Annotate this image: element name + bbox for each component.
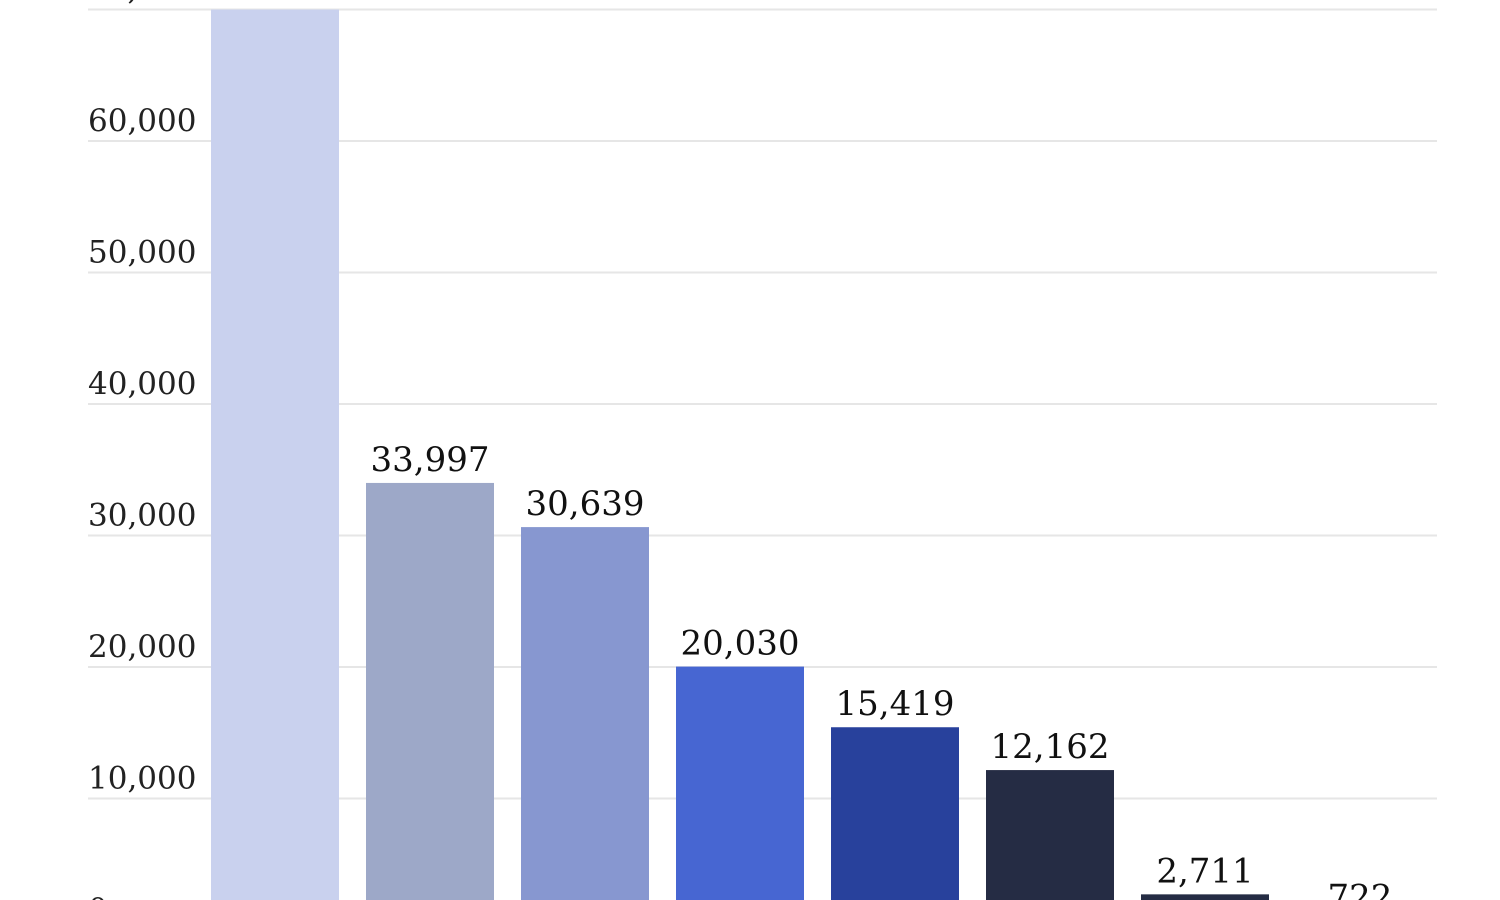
- bar: [1141, 894, 1269, 900]
- bar-value-label: 33,997: [371, 440, 490, 480]
- y-axis-ticks: 0 10,000 20,000 30,000 40,000 50,000 60,000 70,…: [88, 0, 196, 900]
- bar-value-label: 12,162: [991, 727, 1110, 767]
- bar-value-label: 15,419: [836, 684, 955, 724]
- y-tick-label: 10,000: [88, 761, 196, 797]
- bar-value-label: 722: [1328, 878, 1393, 900]
- y-tick-label: 50,000: [88, 235, 196, 271]
- value-labels: 33,997 30,639 20,030 15,419 12,162 2,711 722: [371, 440, 1393, 900]
- bar: [211, 9, 339, 900]
- bar: [831, 727, 959, 900]
- bars: [211, 9, 1269, 900]
- bar-value-label: 2,711: [1156, 851, 1253, 891]
- y-tick-label: 40,000: [88, 366, 196, 402]
- y-tick-label: 70,000: [88, 0, 196, 8]
- y-tick-label: 0: [88, 892, 108, 900]
- bar-value-label: 20,030: [681, 624, 800, 664]
- bar: [676, 666, 804, 900]
- y-tick-label: 20,000: [88, 629, 196, 665]
- bar-value-label: 30,639: [526, 484, 645, 524]
- y-tick-label: 30,000: [88, 498, 196, 534]
- bar: [521, 527, 649, 900]
- bar: [366, 482, 494, 900]
- y-tick-label: 60,000: [88, 103, 196, 139]
- bar: [986, 770, 1114, 900]
